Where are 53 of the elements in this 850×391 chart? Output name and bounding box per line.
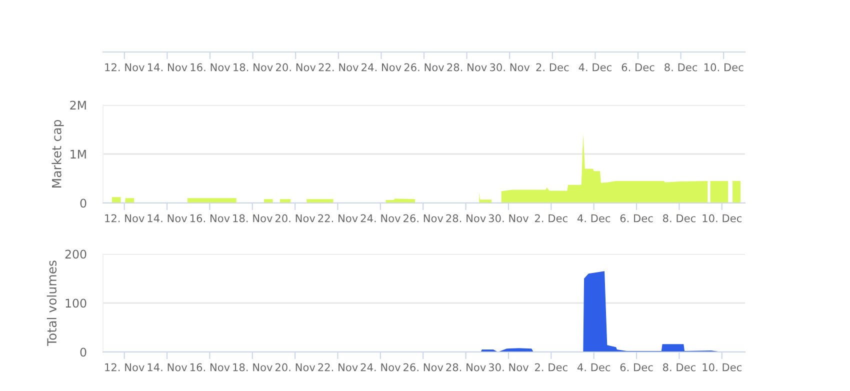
text: 8. Dec: [664, 63, 698, 72]
text: 2. Dec: [536, 63, 569, 72]
x-tick-label: 10. Dec: [702, 363, 742, 372]
x-tick-label: 26. Nov: [404, 214, 444, 222]
text: 18. Nov: [234, 63, 273, 72]
y-tick-label: 1M: [70, 150, 86, 158]
x-tick-label: 24. Nov: [360, 214, 400, 222]
x-tick-label: 22. Nov: [318, 363, 358, 372]
x-tick-label: 4. Dec: [577, 214, 610, 222]
x-tick-label: 8. Dec: [662, 214, 696, 222]
text: 14. Nov: [148, 63, 188, 72]
x-tick-label: 12. Nov: [105, 214, 144, 222]
x-tick-label: 22. Nov: [318, 214, 358, 222]
x-tick-label: 18. Nov: [233, 363, 272, 372]
x-tick-label: 4. Dec: [577, 363, 610, 372]
x-tick-label: 2. Dec: [535, 214, 568, 222]
x-tick-label: 30. Nov: [488, 363, 529, 372]
y-tick-label: 2M: [70, 100, 86, 110]
y-tick-label: 200: [65, 250, 86, 259]
x-tick-label: 24. Nov: [360, 363, 400, 372]
text: 10. Dec: [704, 63, 744, 72]
x-tick-label: 8. Dec: [662, 363, 696, 372]
text: 28. Nov: [447, 63, 487, 72]
x-tick-label: 12. Nov: [105, 363, 144, 372]
y-tick-label: 0: [80, 198, 86, 208]
text: 16. Nov: [190, 63, 230, 72]
y-tick-label: 100: [66, 298, 86, 308]
text: 24. Nov: [362, 63, 402, 72]
text: 6. Dec: [622, 63, 654, 72]
text: 26. Nov: [404, 63, 444, 72]
x-tick-label: 10. Dec: [702, 214, 742, 222]
x-tick-label: 16. Nov: [190, 214, 230, 222]
x-tick-label: 14. Nov: [148, 214, 188, 222]
x-tick-label: 16. Nov: [190, 363, 230, 372]
text: 12. Nov: [105, 63, 144, 72]
x-tick-label: 18. Nov: [233, 214, 272, 222]
y-tick-label: 0: [80, 348, 86, 357]
text: 30. Nov: [490, 63, 530, 72]
y-axis-title: Total volumes: [46, 260, 57, 346]
text: 20. Nov: [276, 63, 316, 72]
y-axis-title: Market cap: [52, 120, 64, 188]
text: 22. Nov: [318, 63, 358, 72]
x-tick-label: 20. Nov: [275, 214, 316, 222]
x-tick-label: 14. Nov: [148, 363, 188, 372]
x-tick-label: 20. Nov: [275, 363, 316, 372]
x-tick-label: 6. Dec: [620, 363, 653, 372]
x-tick-label: 6. Dec: [620, 214, 653, 222]
x-tick-label: 2. Dec: [535, 363, 568, 372]
x-tick-label: 30. Nov: [488, 214, 529, 222]
text: 4. Dec: [578, 63, 612, 72]
x-tick-label: 26. Nov: [404, 363, 444, 372]
x-tick-label: 28. Nov: [446, 214, 486, 222]
x-tick-label: 28. Nov: [446, 363, 486, 372]
